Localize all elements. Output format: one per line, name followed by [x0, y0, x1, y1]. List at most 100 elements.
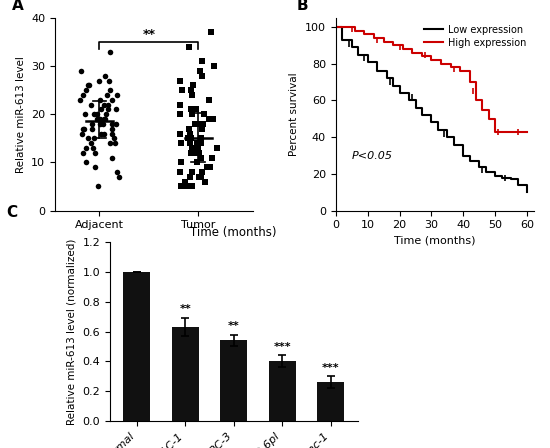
Point — [96, 120, 104, 127]
Point — [208, 154, 217, 161]
Point — [82, 86, 91, 94]
Point — [182, 183, 190, 190]
Point — [197, 72, 206, 79]
Point — [95, 77, 104, 84]
Point — [193, 140, 202, 147]
Point — [102, 91, 111, 99]
Point — [109, 135, 118, 142]
Point — [196, 140, 205, 147]
Point — [175, 130, 184, 137]
Point — [91, 164, 100, 171]
Point — [178, 183, 187, 190]
Y-axis label: Relative miR-613 level: Relative miR-613 level — [15, 56, 26, 172]
Point — [198, 125, 207, 132]
Bar — [172, 327, 199, 421]
Point — [114, 173, 123, 181]
Point — [80, 125, 89, 132]
Point — [177, 86, 186, 94]
Point — [194, 144, 202, 151]
Point — [210, 62, 219, 69]
Point — [195, 67, 204, 74]
Point — [87, 125, 96, 132]
Point — [201, 178, 210, 185]
Point — [185, 125, 194, 132]
Legend: Low expression, High expression: Low expression, High expression — [422, 23, 529, 50]
Point — [113, 168, 122, 176]
Point — [92, 116, 101, 123]
Point — [188, 168, 197, 176]
Point — [99, 120, 108, 127]
Point — [102, 111, 111, 118]
Point — [177, 140, 185, 147]
Text: ***: *** — [273, 342, 291, 352]
Point — [195, 149, 204, 156]
Point — [191, 120, 200, 127]
Point — [197, 154, 206, 161]
Point — [94, 183, 102, 190]
Point — [97, 130, 106, 137]
Point — [100, 101, 108, 108]
Point — [103, 106, 112, 113]
Point — [176, 111, 185, 118]
Point — [176, 101, 185, 108]
Point — [77, 130, 86, 137]
Point — [100, 130, 109, 137]
Point — [187, 91, 196, 99]
Point — [89, 135, 98, 142]
Point — [75, 96, 84, 103]
Point — [88, 120, 97, 127]
Title: Time (months): Time (months) — [190, 226, 277, 239]
Point — [196, 173, 205, 181]
Point — [105, 140, 114, 147]
Point — [213, 144, 222, 151]
Point — [82, 144, 91, 151]
Point — [93, 111, 102, 118]
Bar — [317, 382, 344, 421]
Point — [113, 91, 122, 99]
Point — [205, 96, 213, 103]
Bar — [123, 272, 150, 421]
X-axis label: Time (months): Time (months) — [394, 236, 475, 246]
Text: ***: *** — [322, 362, 339, 373]
Point — [198, 120, 207, 127]
Point — [106, 48, 114, 55]
Point — [101, 116, 110, 123]
Point — [107, 96, 116, 103]
Point — [192, 159, 201, 166]
Point — [96, 96, 104, 103]
Point — [176, 77, 185, 84]
Point — [191, 106, 200, 113]
Point — [195, 173, 204, 181]
Point — [108, 130, 117, 137]
Point — [79, 125, 87, 132]
Point — [175, 168, 184, 176]
Point — [176, 183, 185, 190]
Bar — [221, 340, 247, 421]
Point — [188, 144, 196, 151]
Point — [87, 140, 96, 147]
Point — [110, 140, 119, 147]
Point — [76, 67, 85, 74]
Point — [198, 58, 207, 65]
Point — [91, 149, 100, 156]
Point — [188, 82, 197, 89]
Point — [186, 140, 195, 147]
Point — [100, 72, 109, 79]
Point — [187, 149, 196, 156]
Text: P<0.05: P<0.05 — [351, 151, 393, 161]
Point — [97, 106, 106, 113]
Point — [184, 135, 192, 142]
Point — [186, 130, 195, 137]
Point — [186, 173, 195, 181]
Point — [177, 159, 186, 166]
Point — [108, 154, 117, 161]
Point — [81, 111, 90, 118]
Point — [96, 116, 104, 123]
Point — [88, 144, 97, 151]
Point — [197, 168, 206, 176]
Point — [199, 111, 208, 118]
Point — [188, 111, 197, 118]
Point — [105, 77, 114, 84]
Point — [186, 106, 195, 113]
Point — [188, 183, 196, 190]
